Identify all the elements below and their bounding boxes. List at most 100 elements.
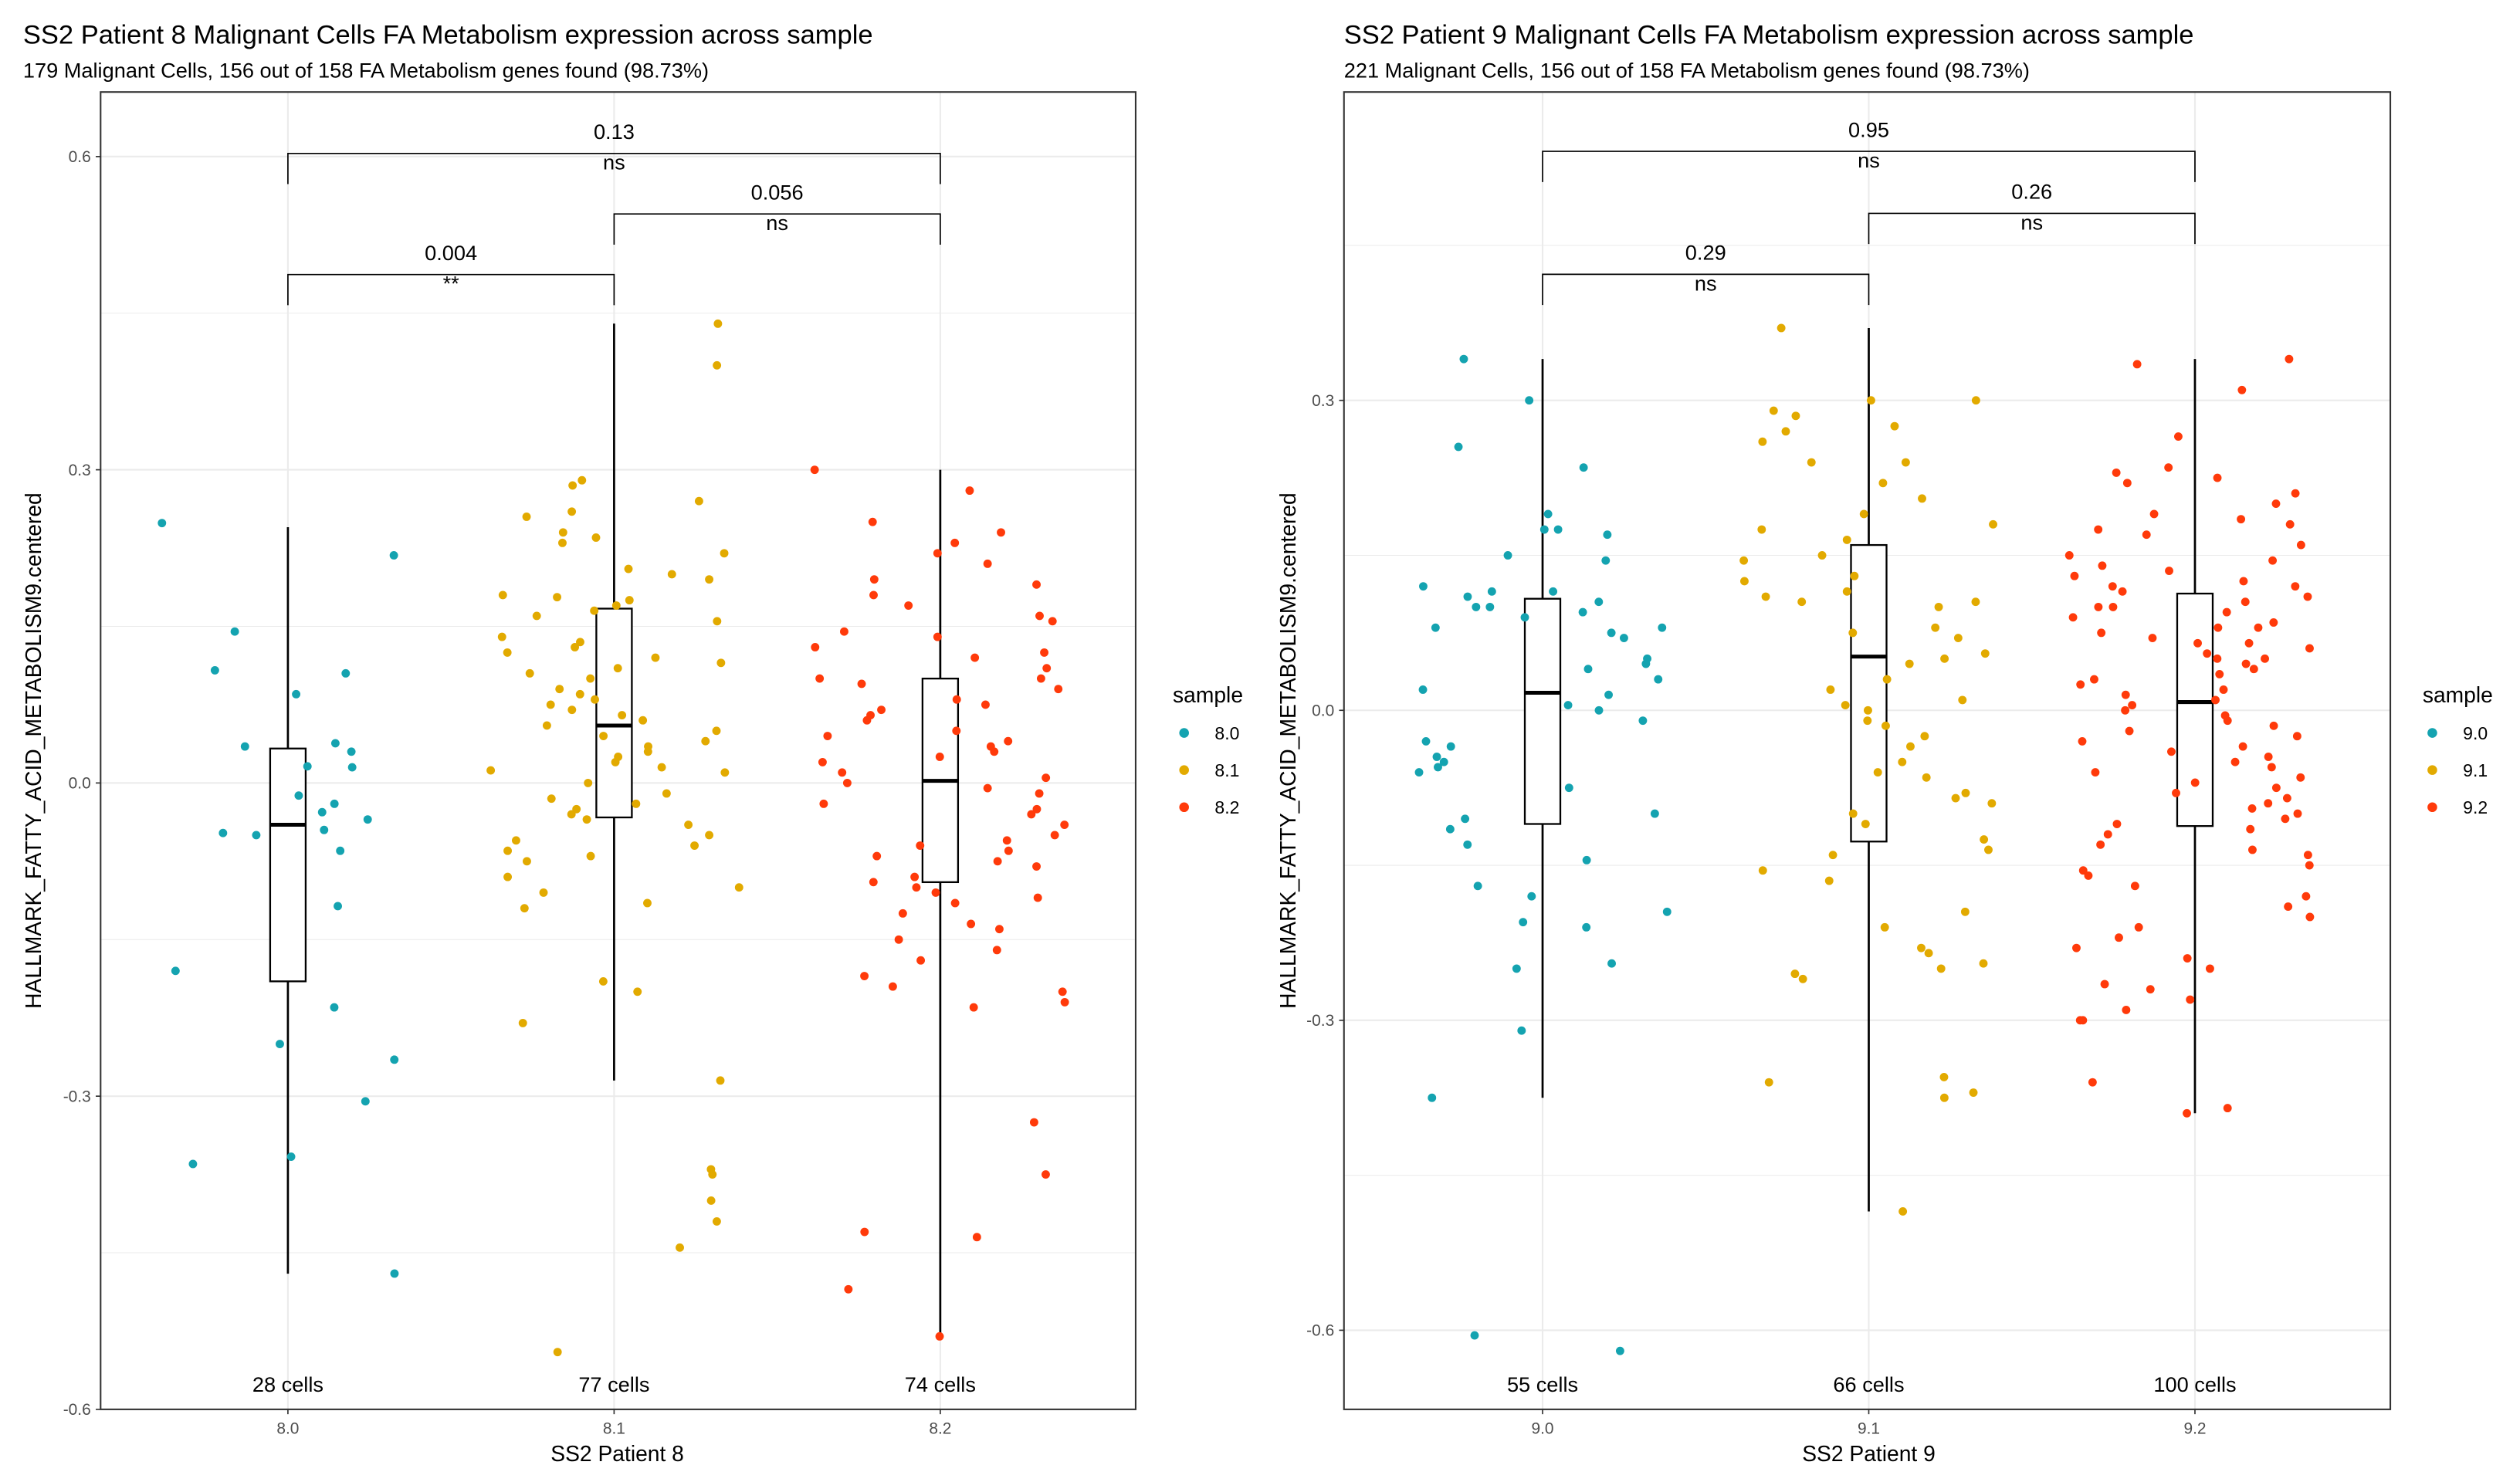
data-point-8.2	[872, 851, 882, 861]
data-point-9.0	[1604, 690, 1613, 699]
data-point-9.1	[1740, 577, 1749, 586]
data-point-8.1	[713, 617, 722, 626]
data-point-9.2	[2128, 701, 2137, 710]
data-point-9.0	[1564, 783, 1573, 793]
data-point-9.1	[1828, 851, 1838, 860]
p-value-label: 0.004	[425, 241, 477, 265]
data-point-9.0	[1419, 582, 1428, 591]
data-point-8.1	[638, 716, 648, 725]
data-point-9.1	[1861, 820, 1870, 828]
data-point-9.0	[1641, 659, 1651, 668]
data-point-9.2	[2305, 861, 2314, 870]
significance-label: **	[443, 272, 460, 296]
data-point-9.2	[2238, 742, 2247, 751]
data-point-9.0	[1512, 964, 1521, 973]
data-point-8.1	[633, 987, 642, 996]
data-point-9.1	[1953, 634, 1963, 643]
data-point-9.0	[1459, 354, 1468, 364]
data-point-8.1	[599, 732, 608, 740]
data-point-8.1	[713, 360, 722, 370]
data-point-9.1	[1764, 1078, 1773, 1087]
data-point-8.1	[643, 747, 652, 756]
data-point-8.2	[933, 632, 942, 641]
data-point-9.2	[2118, 587, 2127, 596]
data-point-9.2	[2271, 499, 2281, 508]
comparison-bracket	[287, 273, 615, 306]
data-point-9.0	[1470, 1331, 1479, 1340]
data-point-9.2	[2285, 519, 2295, 529]
data-point-9.2	[2248, 845, 2257, 854]
data-point-8.2	[910, 872, 920, 881]
data-point-9.2	[2098, 561, 2107, 570]
data-point-9.1	[1951, 793, 1960, 803]
data-point-8.1	[632, 799, 641, 808]
data-point-9.1	[1842, 587, 1851, 596]
data-point-8.2	[1042, 1170, 1050, 1179]
box-iqr	[269, 747, 307, 983]
data-point-9.1	[1906, 742, 1915, 751]
data-point-9.0	[1650, 809, 1659, 818]
data-point-9.1	[1898, 1207, 1908, 1216]
data-point-8.1	[716, 1076, 725, 1085]
data-point-9.1	[1961, 788, 1970, 797]
data-point-8.1	[706, 1196, 716, 1205]
data-point-8.2	[877, 705, 886, 715]
data-point-8.2	[857, 679, 866, 689]
data-point-8.2	[969, 1003, 978, 1012]
legend-title: sample	[2423, 682, 2493, 707]
data-point-8.1	[701, 736, 710, 746]
data-point-8.2	[931, 888, 940, 897]
legend: sample 9.0 9.1 9.2	[2423, 682, 2493, 817]
data-point-8.2	[981, 700, 990, 709]
data-point-9.2	[2112, 820, 2122, 828]
data-point-9.2	[2211, 695, 2220, 705]
data-point-9.1	[1739, 556, 1749, 565]
data-point-8.2	[894, 935, 903, 944]
data-point-9.0	[1487, 587, 1496, 596]
data-point-8.2	[819, 799, 828, 808]
data-point-9.2	[2174, 432, 2183, 441]
data-point-8.1	[525, 668, 534, 678]
data-point-8.2	[970, 653, 980, 662]
data-point-8.2	[862, 716, 872, 725]
data-point-8.2	[838, 768, 847, 777]
data-point-9.0	[1414, 768, 1424, 777]
data-point-9.2	[2285, 354, 2294, 364]
data-point-9.1	[1781, 427, 1790, 436]
data-point-8.1	[571, 643, 580, 651]
data-point-9.2	[2244, 638, 2254, 648]
data-point-9.2	[2094, 602, 2103, 611]
legend-key-9.2	[2427, 802, 2437, 813]
data-point-9.2	[2281, 814, 2290, 824]
data-point-9.0	[1434, 763, 1442, 772]
data-point-8.0	[188, 1159, 198, 1169]
chart-title: SS2 Patient 9 Malignant Cells FA Metabol…	[1344, 20, 2194, 49]
data-point-9.2	[2164, 463, 2173, 472]
data-point-9.0	[1446, 742, 1455, 751]
data-point-8.2	[869, 590, 878, 600]
data-point-9.2	[2068, 613, 2078, 622]
data-point-8.1	[720, 549, 729, 558]
data-point-9.1	[1848, 809, 1858, 818]
data-point-9.1	[1960, 907, 1970, 916]
data-point-9.1	[1939, 1073, 1949, 1081]
data-point-8.0	[303, 762, 312, 771]
data-point-8.1	[643, 898, 652, 908]
data-point-8.2	[1029, 1118, 1038, 1127]
significance-label: ns	[766, 211, 788, 235]
data-point-8.1	[598, 976, 608, 986]
data-point-8.1	[578, 475, 587, 485]
data-point-8.2	[993, 857, 1002, 866]
data-point-8.1	[503, 872, 513, 881]
data-point-9.2	[2088, 1078, 2097, 1087]
x-axis-title: SS2 Patient 9	[1802, 1441, 1936, 1466]
data-point-8.1	[613, 664, 622, 673]
data-point-8.2	[952, 695, 961, 704]
data-point-9.1	[1980, 835, 1989, 844]
data-point-8.1	[586, 674, 595, 683]
data-point-8.1	[611, 757, 620, 766]
box-iqr	[595, 607, 633, 819]
data-point-9.2	[2282, 793, 2291, 803]
data-point-9.2	[2267, 763, 2276, 772]
x-tick-label: 8.1	[603, 1419, 625, 1437]
